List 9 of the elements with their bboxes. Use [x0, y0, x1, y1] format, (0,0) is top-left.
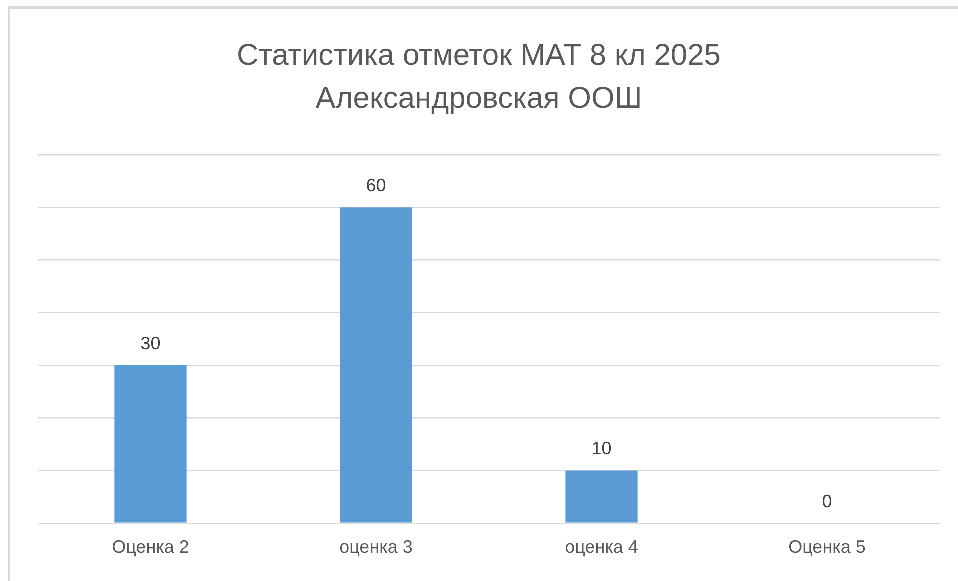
data-label: 10	[592, 438, 612, 459]
data-label: 0	[822, 491, 832, 512]
x-tick-label: Оценка 2	[112, 537, 190, 558]
x-tick-label: оценка 4	[565, 537, 638, 558]
data-label: 60	[366, 176, 386, 196]
x-tick-label: Оценка 5	[788, 537, 866, 558]
x-tick-label: оценка 3	[340, 537, 413, 558]
data-label: 30	[140, 333, 161, 354]
chart-title: Статистика отметок МАТ 8 кл 2025 Александровская ООШ	[236, 38, 722, 117]
